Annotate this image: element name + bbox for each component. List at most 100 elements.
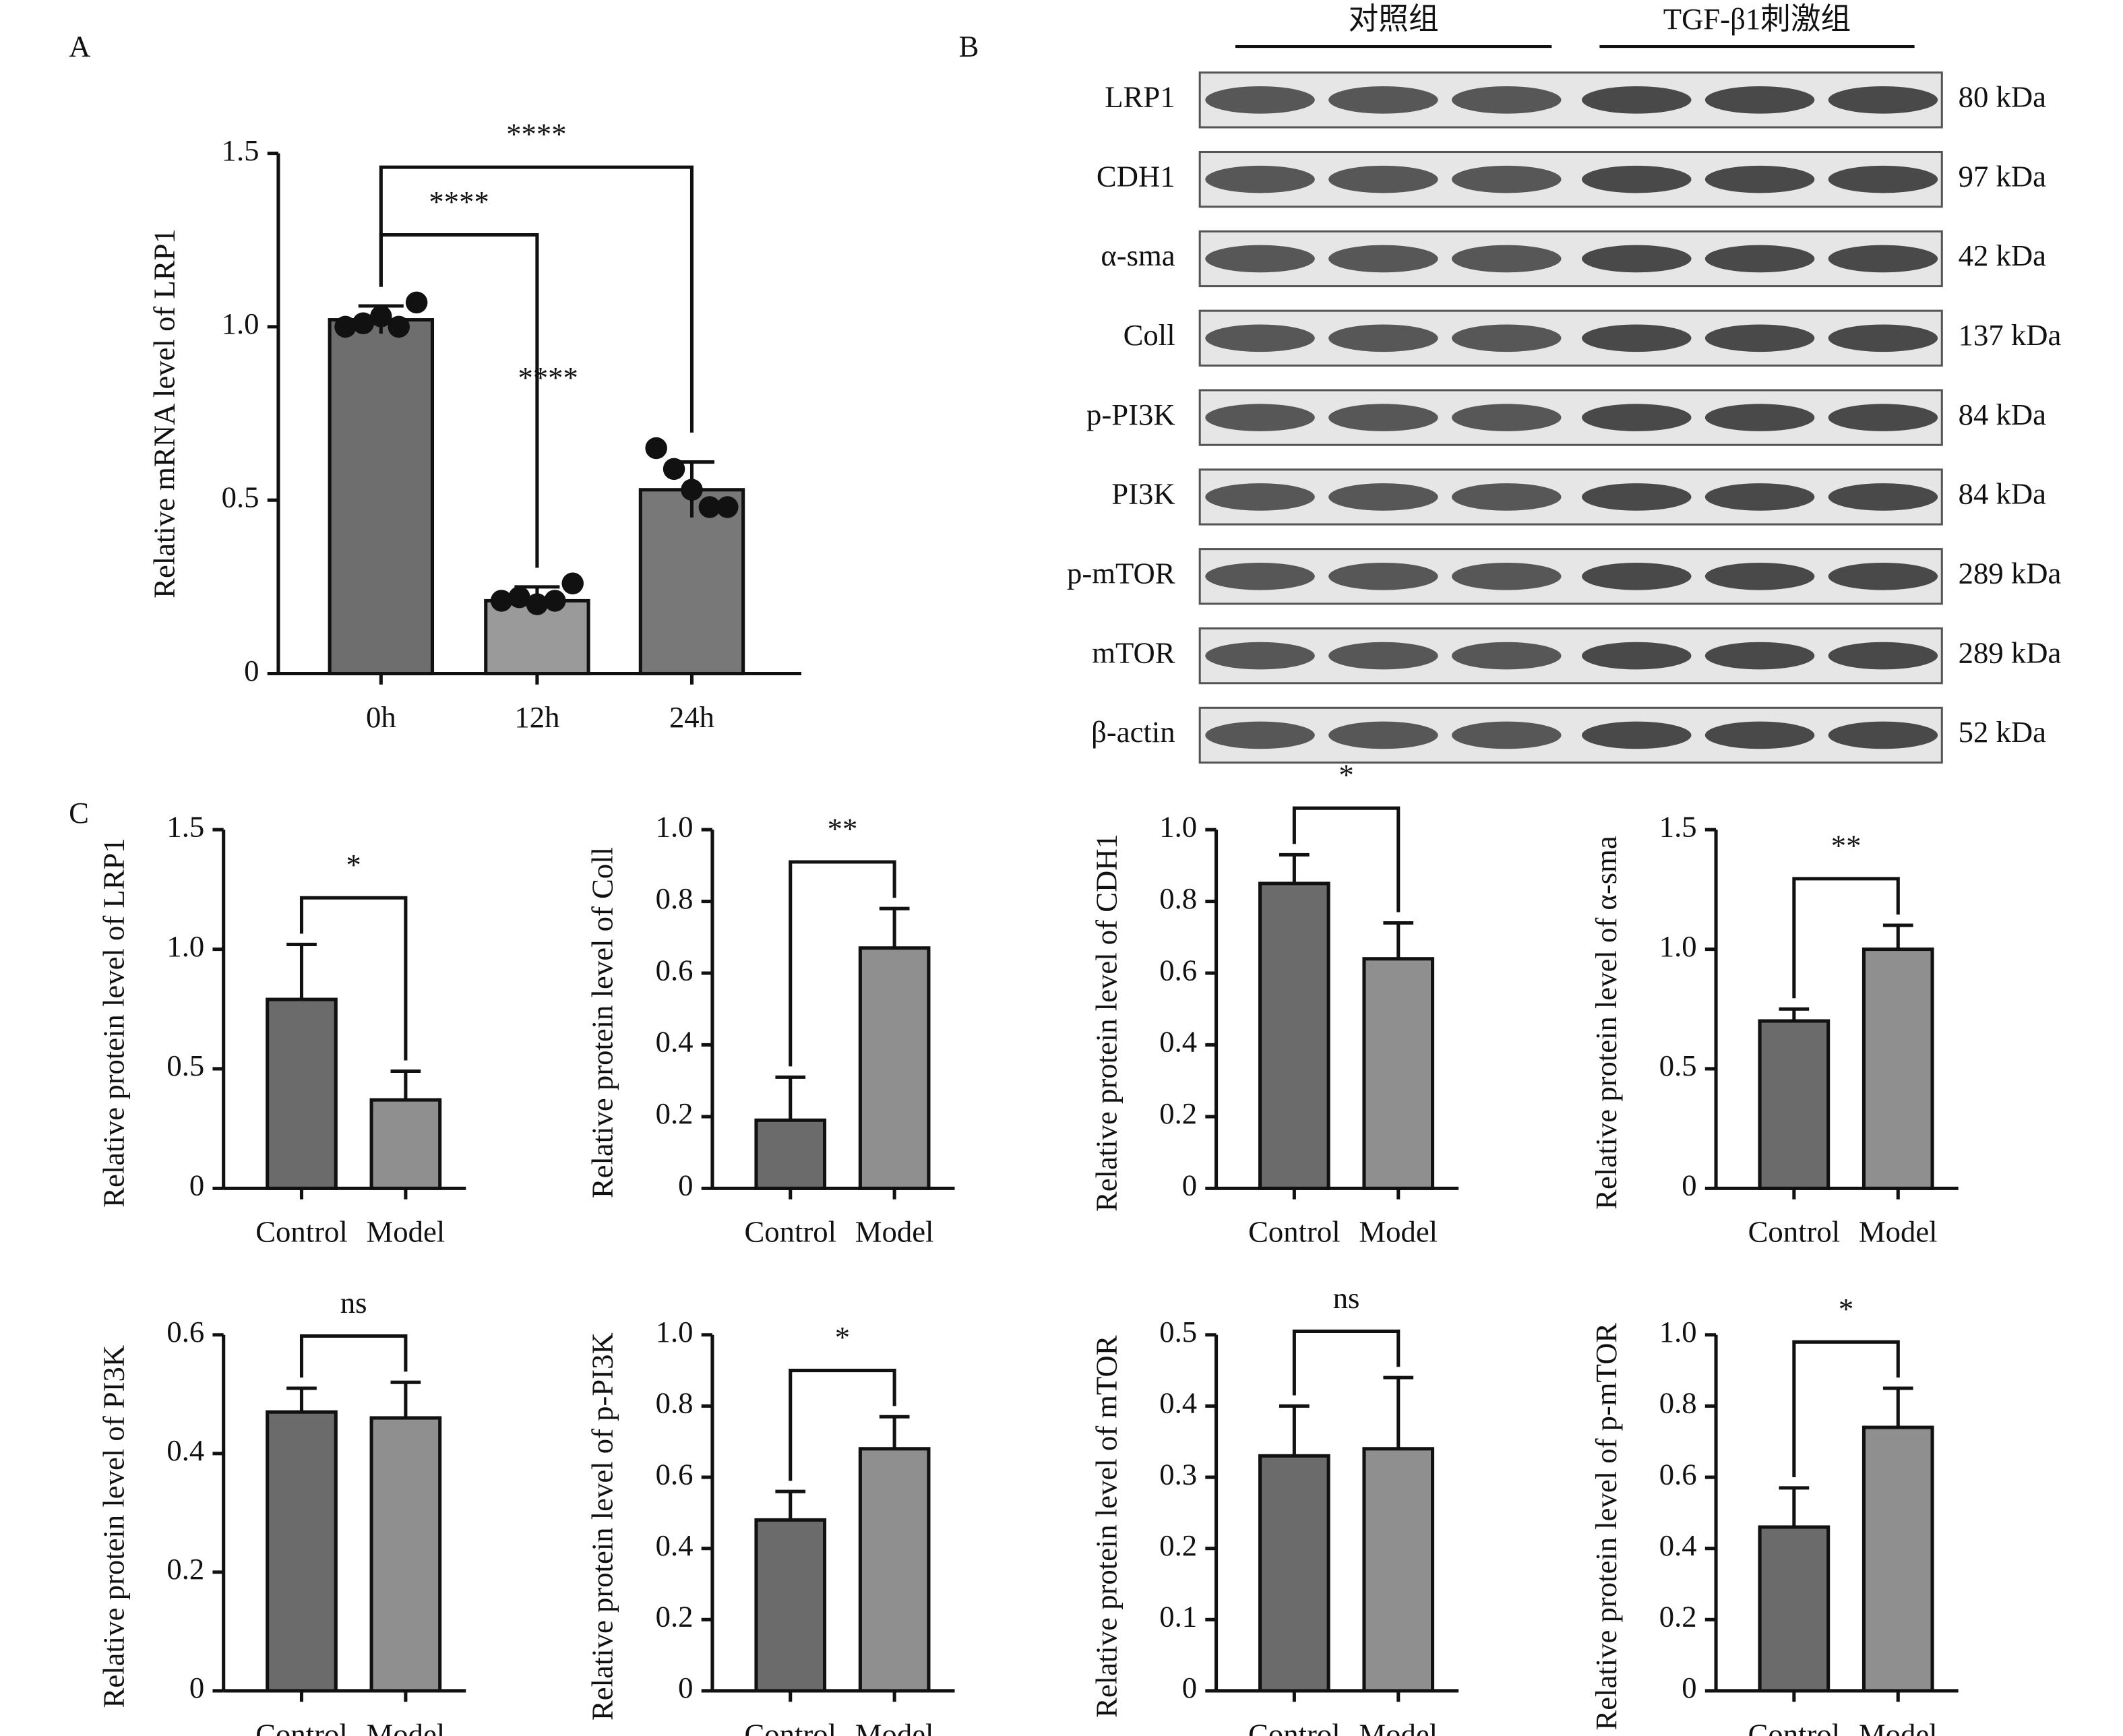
blot-band <box>1451 324 1562 352</box>
significance-label: * <box>1339 758 1353 792</box>
significance-label: ns <box>340 1286 367 1320</box>
y-tick-label: 1.0 <box>1159 809 1197 843</box>
blot-band <box>1581 642 1692 670</box>
data-point <box>561 572 584 594</box>
blot-band <box>1205 86 1315 114</box>
blot-strip <box>1198 71 1943 129</box>
y-tick-label: 1.5 <box>222 133 259 167</box>
significance-bracket <box>789 860 896 1067</box>
y-tick-label: 0.3 <box>1159 1457 1197 1491</box>
blot-band <box>1704 324 1815 352</box>
x-tick-label: Control <box>1248 1717 1341 1736</box>
x-tick-label: Control <box>255 1717 348 1736</box>
blot-band <box>1328 165 1438 193</box>
data-point <box>716 496 739 518</box>
protein-label: Coll <box>1124 318 1175 352</box>
size-label: 84 kDa <box>1959 398 2046 431</box>
significance-bracket <box>1792 877 1900 999</box>
blot-band <box>1704 165 1815 193</box>
blot-band <box>1704 721 1815 749</box>
blot-band <box>1205 642 1315 670</box>
protein-label: α-sma <box>1101 239 1175 272</box>
bar <box>1258 1454 1330 1693</box>
x-tick-label: 0h <box>366 700 396 734</box>
blot-band <box>1581 86 1692 114</box>
y-tick-label: 0.2 <box>656 1600 694 1634</box>
y-axis-label: Relative protein level of CDH1 <box>1089 834 1123 1212</box>
x-tick-label: 12h <box>514 700 559 734</box>
x-tick-label: Model <box>1859 1215 1938 1249</box>
significance-bracket <box>379 165 694 433</box>
data-point <box>405 291 428 314</box>
blot-strip <box>1198 230 1943 288</box>
data-point <box>334 315 357 338</box>
group-label: TGF-β1刺激组 <box>1663 2 1851 36</box>
blot-band <box>1451 562 1562 590</box>
y-tick-label: 0 <box>678 1169 693 1202</box>
significance-label: ** <box>828 812 858 846</box>
blot-band <box>1205 324 1315 352</box>
bar <box>754 1518 827 1693</box>
blot-band <box>1828 245 1938 273</box>
bar <box>266 997 338 1190</box>
bar <box>1862 1425 1934 1693</box>
size-label: 52 kDa <box>1959 715 2046 749</box>
y-tick-label: 0.2 <box>166 1552 204 1586</box>
blot-band <box>1205 721 1315 749</box>
y-tick-label: 0.6 <box>166 1315 204 1348</box>
blot-strip <box>1198 468 1943 526</box>
significance-bracket <box>299 896 408 1061</box>
blot-band <box>1328 483 1438 511</box>
significance-label: **** <box>429 185 489 218</box>
panel-label: B <box>959 29 979 63</box>
x-tick-label: Model <box>367 1215 445 1249</box>
protein-label: PI3K <box>1111 477 1175 511</box>
protein-label: p-mTOR <box>1067 557 1175 590</box>
y-tick-label: 0 <box>189 1671 204 1704</box>
y-axis-label: Relative protein level of p-PI3K <box>586 1332 619 1720</box>
panel-label: C <box>69 796 89 830</box>
y-tick-label: 0 <box>678 1671 693 1704</box>
blot-band <box>1828 562 1938 590</box>
y-tick-label: 0.8 <box>656 1386 694 1420</box>
size-label: 137 kDa <box>1959 318 2062 352</box>
protein-label: CDH1 <box>1097 159 1175 193</box>
significance-bracket <box>1792 1340 1900 1478</box>
y-tick-label: 1.0 <box>222 307 259 340</box>
blot-band <box>1451 721 1562 749</box>
blot-band <box>1205 165 1315 193</box>
blot-strip <box>1198 150 1943 208</box>
y-tick-label: 0.6 <box>1659 1457 1697 1491</box>
bar <box>858 1447 931 1693</box>
y-axis-label: Relative protein level of Coll <box>586 847 619 1198</box>
size-label: 289 kDa <box>1959 636 2062 669</box>
y-tick-label: 0.6 <box>656 1457 694 1491</box>
bar <box>369 1416 442 1693</box>
significance-bracket <box>1292 806 1401 912</box>
x-tick-label: Control <box>1748 1717 1841 1736</box>
bar <box>1362 957 1435 1190</box>
bar <box>266 1410 338 1693</box>
blot-band <box>1704 404 1815 431</box>
y-tick-label: 0.4 <box>656 1528 694 1562</box>
y-tick-label: 0.8 <box>1159 881 1197 915</box>
significance-bracket <box>299 1334 408 1378</box>
data-point <box>681 478 703 501</box>
y-axis-label: Relative protein level of α-sma <box>1589 836 1623 1210</box>
blot-band <box>1581 721 1692 749</box>
blot-band <box>1328 642 1438 670</box>
blot-band <box>1328 86 1438 114</box>
y-tick-label: 0.8 <box>656 881 694 915</box>
blot-band <box>1581 483 1692 511</box>
y-tick-label: 0 <box>189 1169 204 1202</box>
x-tick-label: Control <box>744 1215 836 1249</box>
bar <box>1758 1525 1830 1693</box>
bar <box>638 488 745 676</box>
y-tick-label: 0.2 <box>1159 1528 1197 1562</box>
blot-band <box>1581 404 1692 431</box>
x-tick-label: Control <box>1748 1215 1841 1249</box>
y-tick-label: 0.8 <box>1659 1386 1697 1420</box>
panel-label: A <box>69 29 90 63</box>
